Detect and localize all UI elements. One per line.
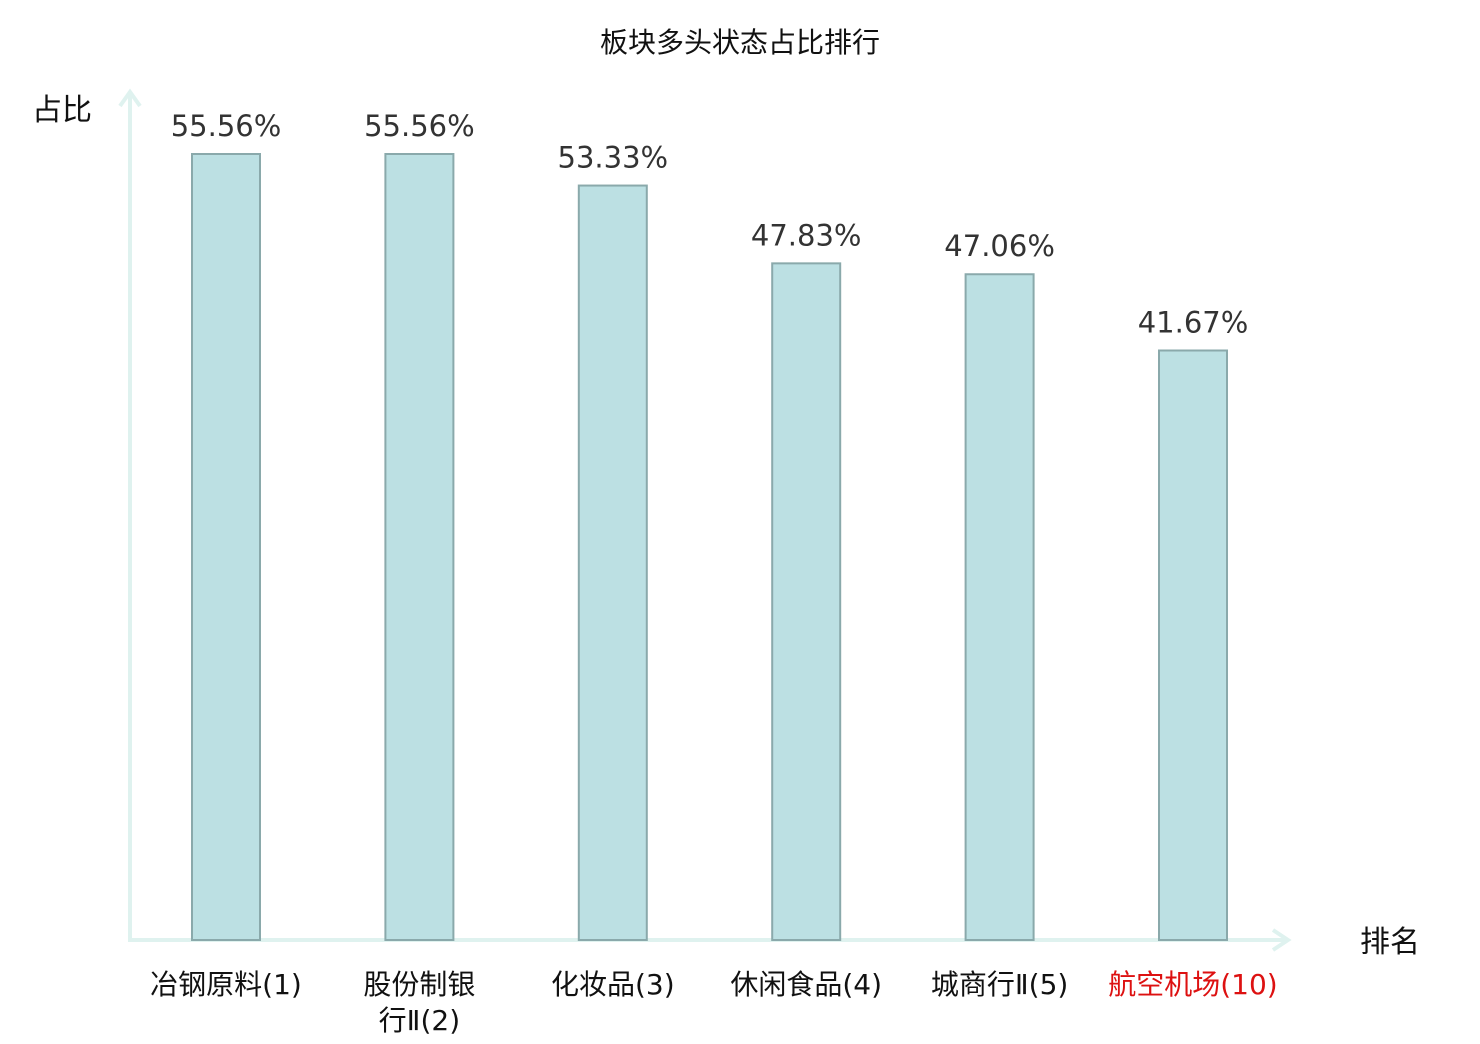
x-tick-label: 冶钢原料(1): [150, 968, 302, 1001]
bar: [771, 262, 842, 941]
x-tick-label: 化妆品(3): [551, 968, 675, 1001]
bar-value-label: 55.56%: [171, 109, 282, 143]
bar: [1158, 349, 1228, 941]
x-tick-label: 行Ⅱ(2): [379, 1004, 460, 1037]
bar: [964, 273, 1035, 942]
x-axis-arrow: [1271, 928, 1292, 952]
y-axis-arrow: [118, 88, 142, 108]
bar-value-label: 53.33%: [558, 141, 669, 175]
bar: [577, 184, 648, 941]
bar-value-label: 41.67%: [1138, 306, 1249, 340]
x-tick-label: 休闲食品(4): [730, 968, 882, 1001]
chart-title: 板块多头状态占比排行: [600, 26, 880, 59]
y-axis-label: 占比: [32, 93, 92, 128]
bar: [384, 153, 455, 941]
bar-value-label: 55.56%: [364, 109, 475, 143]
x-tick-label: 城商行Ⅱ(5): [931, 968, 1068, 1001]
bar-value-label: 47.06%: [944, 229, 1055, 263]
axes: [118, 88, 1292, 952]
x-tick-label: 航空机场(10): [1108, 968, 1277, 1001]
x-tick-label: 股份制银: [363, 968, 475, 1001]
bars-group: [191, 153, 1228, 942]
value-labels-group: 55.56% 55.56% 53.33% 47.83% 47.06% 41.67%: [171, 109, 1249, 340]
bar: [191, 153, 261, 941]
bar-value-label: 47.83%: [751, 218, 862, 252]
x-axis-label: 排名: [1360, 925, 1420, 960]
